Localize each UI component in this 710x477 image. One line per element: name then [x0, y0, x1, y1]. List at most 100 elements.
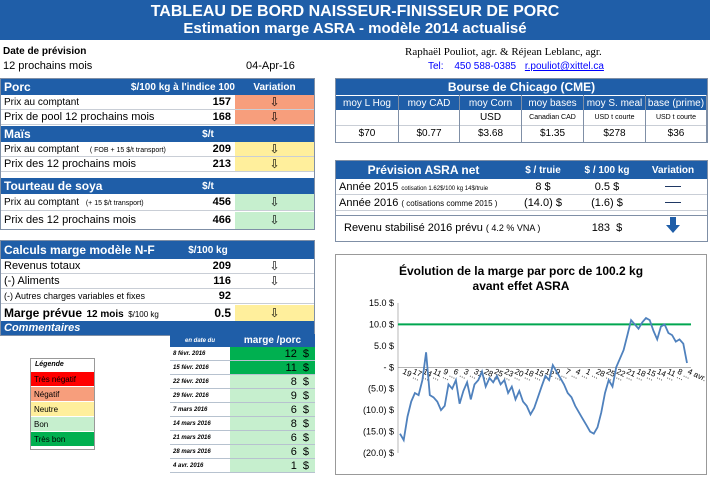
- porc-title: Porc: [4, 80, 31, 94]
- porc-row-value: 157: [212, 96, 231, 108]
- history-row: 7 mars 2016 6 $: [170, 403, 315, 417]
- legend-item: Bon: [31, 417, 94, 432]
- calculs-row-label: (-) Aliments: [4, 275, 60, 287]
- calculs-row-value: 116: [213, 275, 231, 287]
- asra-row-0: Année 2015 cotisation 1.62$/100 kg 14$/t…: [336, 179, 707, 195]
- chicago-col-value: $0.77: [416, 128, 442, 139]
- history-date: 21 mars 2016: [170, 431, 230, 444]
- dashboard-subtitle: Estimation marge ASRA - modèle 2014 actu…: [183, 20, 527, 37]
- authors: Raphaël Pouliot, agr. & Réjean Leblanc, …: [405, 46, 602, 58]
- porc-row-0: Prix au comptant 157 ⇩: [1, 95, 314, 110]
- chicago-column: moy Corn USD $3.68: [460, 95, 522, 142]
- mais-row-1: Prix des 12 prochains mois 213 ⇩: [1, 157, 314, 172]
- history-date: 14 mars 2016: [170, 417, 230, 430]
- asra-row-truie: 8 $: [535, 180, 551, 193]
- dashboard-title: TABLEAU DE BORD NAISSEUR-FINISSEUR DE PO…: [150, 3, 560, 20]
- y-tick-label: (15.0) $: [363, 427, 394, 437]
- mais-unit: $/t: [202, 128, 214, 140]
- y-tick-label: (5.0) $: [368, 384, 394, 394]
- history-header: en date du marge /porc: [170, 334, 315, 347]
- chicago-col-value: $36: [667, 128, 685, 139]
- x-tick-label: 4 avr. 2016: [686, 367, 706, 392]
- history-value: 11 $: [230, 361, 315, 374]
- chicago-col-unit: [336, 110, 398, 126]
- legend-item: Négatif: [31, 387, 94, 402]
- chicago-column: moy L Hog $70: [336, 95, 399, 142]
- tourteau-row-value: 456: [212, 196, 231, 208]
- porc-row-label: Prix de pool 12 prochains mois: [4, 111, 155, 123]
- mais-row-label: Prix des 12 prochains mois: [4, 158, 137, 170]
- history-date: 29 févr. 2016: [170, 389, 230, 402]
- mais-header: Maïs $/t: [1, 126, 314, 142]
- chart-title-line2: avant effet ASRA: [473, 279, 570, 293]
- marge-row: Marge prévue 12 mois $/100 kg 0.5 ⇩: [1, 304, 314, 321]
- asra-row-1: Année 2016 ( cotisations comme 2015 ) (1…: [336, 195, 707, 211]
- history-value: 1 $: [230, 459, 315, 472]
- history-marge-col: marge /porc: [243, 335, 302, 346]
- porc-header: Porc $/100 kg à l'indice 100 Variation: [1, 79, 314, 95]
- chicago-title: Bourse de Chicago (CME): [336, 79, 707, 95]
- down-arrow-icon: ⇩: [235, 157, 314, 171]
- down-arrow-icon: [639, 217, 707, 238]
- chicago-col-value: $278: [603, 128, 626, 139]
- legend-item: Très bon: [31, 432, 94, 447]
- date-label: Date de prévision: [3, 46, 87, 57]
- history-date: 22 févr. 2016: [170, 375, 230, 388]
- history-row: 28 mars 2016 6 $: [170, 445, 315, 459]
- down-arrow-icon: ⇩: [235, 194, 314, 210]
- history-date: 7 mars 2016: [170, 403, 230, 416]
- tel-value: 450 588-0385: [454, 61, 517, 72]
- revenu-value: 183 $: [591, 221, 623, 234]
- porc-row-1: Prix de pool 12 prochains mois 168 ⇩: [1, 110, 314, 125]
- history-value: 8 $: [230, 375, 315, 388]
- calculs-row-0: Revenus totaux 209 ⇩: [1, 259, 314, 274]
- tourteau-unit: $/t: [202, 180, 214, 192]
- y-tick-label: 5.0 $: [374, 341, 394, 351]
- y-tick-label: (10.0) $: [363, 405, 394, 415]
- comment-header: Commentaires: [1, 321, 314, 335]
- calculs-header: Calculs marge modèle N-F $/100 kg: [1, 241, 314, 259]
- history-value: 12 $: [230, 347, 315, 360]
- asra-header: Prévision ASRA net $ / truie $ / 100 kg …: [336, 161, 707, 179]
- legend-title: Légende: [35, 361, 64, 368]
- chicago-column: moy S. meal USD t courte $278: [584, 95, 646, 142]
- mais-row-value: 213: [212, 158, 231, 170]
- marge-label: Marge prévue 12 mois $/100 kg: [4, 305, 159, 320]
- history-value: 6 $: [230, 445, 315, 458]
- calculs-unit: $/100 kg: [188, 244, 228, 256]
- chart-svg: Évolution de la marge par porc de 100.2 …: [363, 263, 710, 458]
- mais-title: Maïs: [4, 127, 31, 141]
- asra-col3: Variation: [651, 164, 695, 176]
- asra-row-label: Année 2015 cotisation 1.62$/100 kg 14$/t…: [339, 180, 489, 193]
- down-arrow-icon: ⇩: [235, 110, 314, 124]
- history-row: 15 févr. 2016 11 $: [170, 361, 315, 375]
- legend-item: Neutre: [31, 402, 94, 417]
- forecast-date: 04-Apr-16: [246, 60, 295, 72]
- down-arrow-icon: ⇩: [235, 304, 314, 321]
- title-bar: TABLEAU DE BORD NAISSEUR-FINISSEUR DE PO…: [0, 0, 710, 40]
- calculs-row-value: 209: [212, 260, 231, 272]
- history-value: 9 $: [230, 389, 315, 402]
- down-arrow-icon: ⇩: [235, 142, 314, 156]
- chicago-col-head: base (prime): [646, 95, 706, 110]
- calculs-row-label: Revenus totaux: [4, 260, 81, 272]
- down-arrow-icon: ⇩: [269, 259, 280, 273]
- email-link[interactable]: r.pouliot@xittel.ca: [524, 61, 604, 72]
- history-date: 28 mars 2016: [170, 445, 230, 458]
- chicago-column: base (prime) USD t courte $36: [646, 95, 707, 142]
- chicago-panel: Bourse de Chicago (CME) moy L Hog $70 moy …: [335, 78, 708, 143]
- y-tick-label: - $: [383, 362, 394, 372]
- chicago-col-unit: USD: [460, 110, 521, 126]
- calculs-row-1: (-) Aliments 116 ⇩: [1, 274, 314, 289]
- history-date-col: en date du: [184, 337, 215, 344]
- down-arrow-icon: ⇩: [235, 95, 314, 109]
- history-value: 8 $: [230, 417, 315, 430]
- history-row: 22 févr. 2016 8 $: [170, 375, 315, 389]
- flat-line-icon: [639, 194, 707, 212]
- history-row: 21 mars 2016 6 $: [170, 431, 315, 445]
- chicago-col-head: moy bases: [522, 95, 583, 110]
- chicago-col-unit: USD t courte: [646, 110, 706, 126]
- history-table: en date du marge /porc 8 févr. 2016 12 $15…: [170, 334, 315, 475]
- porc-row-label: Prix au comptant: [4, 96, 80, 108]
- chicago-col-head: moy CAD: [399, 95, 459, 110]
